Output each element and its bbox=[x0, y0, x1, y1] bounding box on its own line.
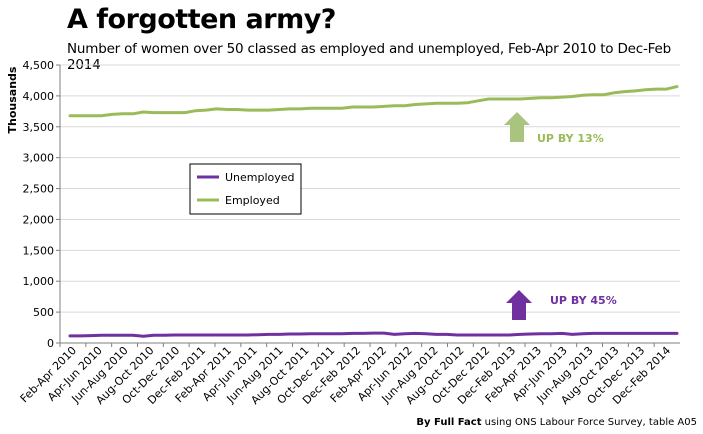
y-axis-ticks: 0 500 1,000 1,500 2,000 2,500 3,000 3,500 4,000 4… bbox=[23, 59, 55, 350]
legend: Unemployed Employed bbox=[189, 163, 302, 215]
y-tick-label: 2,000 bbox=[23, 213, 55, 226]
series-line-unemployed bbox=[68, 331, 679, 338]
up-arrow-icon bbox=[506, 290, 532, 320]
series-line-employed bbox=[68, 85, 679, 118]
series-lines bbox=[68, 85, 679, 338]
source-author: By Full Fact bbox=[416, 417, 482, 428]
legend-box bbox=[189, 163, 302, 215]
legend-label-employed: Employed bbox=[225, 194, 280, 207]
y-tick-label: 3,500 bbox=[23, 121, 55, 134]
unemployed-annotation-label: UP BY 45% bbox=[550, 294, 617, 307]
chart-title: A forgotten army? bbox=[67, 4, 336, 35]
y-tick-label: 500 bbox=[33, 306, 54, 319]
y-tick-label: 1,500 bbox=[23, 244, 55, 257]
employed-annotation-label: UP BY 13% bbox=[537, 132, 604, 145]
source-note: By Full Fact using ONS Labour Force Surv… bbox=[416, 417, 697, 428]
y-axis-label: Thousands bbox=[6, 66, 19, 133]
y-tick-label: 3,000 bbox=[23, 152, 55, 165]
source-detail: using ONS Labour Force Survey, table A05 bbox=[481, 417, 697, 428]
legend-label-unemployed: Unemployed bbox=[225, 171, 295, 184]
y-tick-label: 1,000 bbox=[23, 275, 55, 288]
employed-annotation: UP BY 13% bbox=[504, 112, 604, 145]
unemployed-annotation: UP BY 45% bbox=[506, 290, 617, 320]
y-tick-label: 2,500 bbox=[23, 183, 55, 196]
chart-subtitle: Number of women over 50 classed as emplo… bbox=[67, 41, 671, 73]
y-tick-label: 4,500 bbox=[23, 59, 55, 72]
y-tick-label: 4,000 bbox=[23, 90, 55, 103]
y-tick-label: 0 bbox=[47, 337, 54, 350]
up-arrow-icon bbox=[504, 112, 530, 142]
